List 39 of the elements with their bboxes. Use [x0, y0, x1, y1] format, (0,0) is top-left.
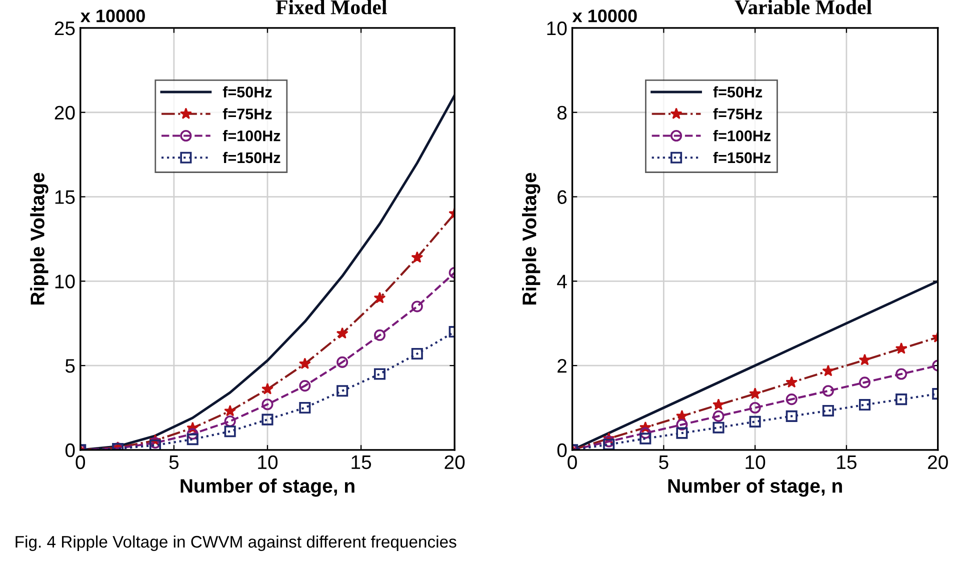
y-tick-label: 0 — [557, 443, 567, 458]
chart-title: Fixed Model — [276, 0, 387, 14]
y-tick-label: 10 — [55, 274, 75, 288]
y-axis-title: Ripple Voltage — [522, 172, 540, 304]
legend-label: f=150Hz — [713, 152, 771, 164]
y-tick-label: 6 — [558, 190, 567, 204]
x-tick-label: 15 — [837, 456, 856, 470]
text: x 10000 — [572, 10, 637, 22]
y-tick-label: 2 — [558, 359, 566, 373]
legend-label: f=50Hz — [713, 86, 762, 98]
x-tick-label: 5 — [659, 456, 668, 470]
y-tick-label: 20 — [54, 106, 75, 120]
x-tick-label: 20 — [444, 455, 465, 470]
legend-label: f=50Hz — [222, 86, 272, 98]
y-tick-label: 15 — [55, 190, 75, 204]
chart-title: Variable Model — [734, 0, 872, 14]
legend-label: f=75Hz — [713, 108, 762, 120]
y-tick-label: 0 — [65, 443, 75, 458]
y-tick-label: 8 — [557, 106, 567, 120]
x-tick-label: 5 — [169, 456, 179, 470]
y-tick-label: 25 — [54, 21, 75, 36]
caption: Fig. 4 Ripple Voltage in CWVM against different frequencies — [16, 535, 456, 552]
x-axis-title: Number of stage, n — [668, 478, 842, 497]
x-tick-label: 15 — [352, 456, 372, 470]
legend-label: f=100Hz — [222, 130, 280, 142]
y-tick-label: 10 — [547, 21, 567, 36]
y-axis-title: Ripple Voltage — [30, 172, 48, 304]
x-tick-label: 20 — [928, 455, 948, 470]
x-tick-label: 0 — [568, 455, 577, 470]
y-tick-label: 4 — [557, 274, 567, 288]
legend-label: f=150Hz — [222, 152, 280, 164]
text: x 10000 — [80, 10, 145, 22]
legend-label: f=75Hz — [222, 108, 272, 120]
legend-label: f=100Hz — [713, 130, 771, 142]
x-axis-title: Number of stage, n — [180, 478, 354, 497]
x-tick-label: 10 — [258, 455, 278, 470]
y-tick-label: 5 — [65, 359, 75, 373]
x-tick-label: 10 — [746, 455, 766, 470]
x-tick-label: 0 — [76, 455, 86, 470]
